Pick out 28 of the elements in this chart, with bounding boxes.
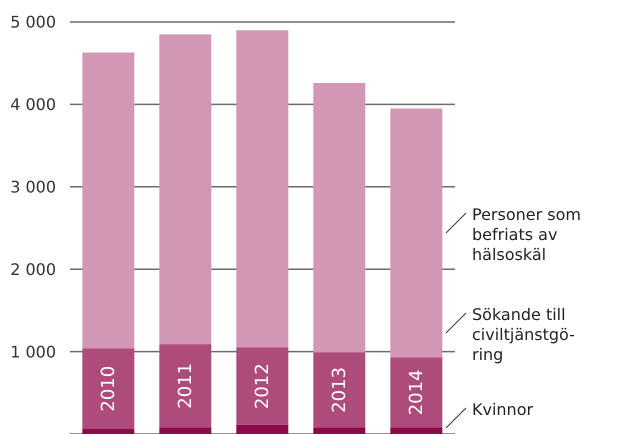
y-tick-label: 5 000 xyxy=(10,12,56,32)
y-tick-label: 3 000 xyxy=(10,177,56,196)
x-tick-label: 2014 xyxy=(406,369,427,416)
x-tick-label: 2012 xyxy=(252,363,273,410)
bar xyxy=(159,344,212,428)
series-label: Kvinnor xyxy=(472,400,534,420)
series-label: Sökande till civiltjänstgö-ring xyxy=(472,305,576,365)
series-label: Personer som befriats av hälsoskäl xyxy=(472,205,582,265)
bar xyxy=(82,52,134,348)
bar xyxy=(313,352,366,428)
bar xyxy=(236,424,288,434)
y-tick-label: 1 000 xyxy=(10,342,56,362)
bar xyxy=(390,108,442,358)
bar xyxy=(313,427,366,434)
bar xyxy=(82,429,134,434)
x-tick-label: 2010 xyxy=(98,366,119,412)
bar xyxy=(390,357,442,428)
x-tick-label: 2013 xyxy=(328,367,350,413)
bar xyxy=(236,347,288,425)
x-tick-label: 2011 xyxy=(174,362,196,409)
bar xyxy=(236,30,288,348)
bar xyxy=(159,427,212,434)
y-tick-label: 4 000 xyxy=(10,95,56,114)
bar xyxy=(159,34,212,344)
bar xyxy=(390,427,442,434)
y-tick-label: 2 000 xyxy=(10,260,56,279)
bar xyxy=(82,348,134,430)
bar xyxy=(313,82,366,352)
